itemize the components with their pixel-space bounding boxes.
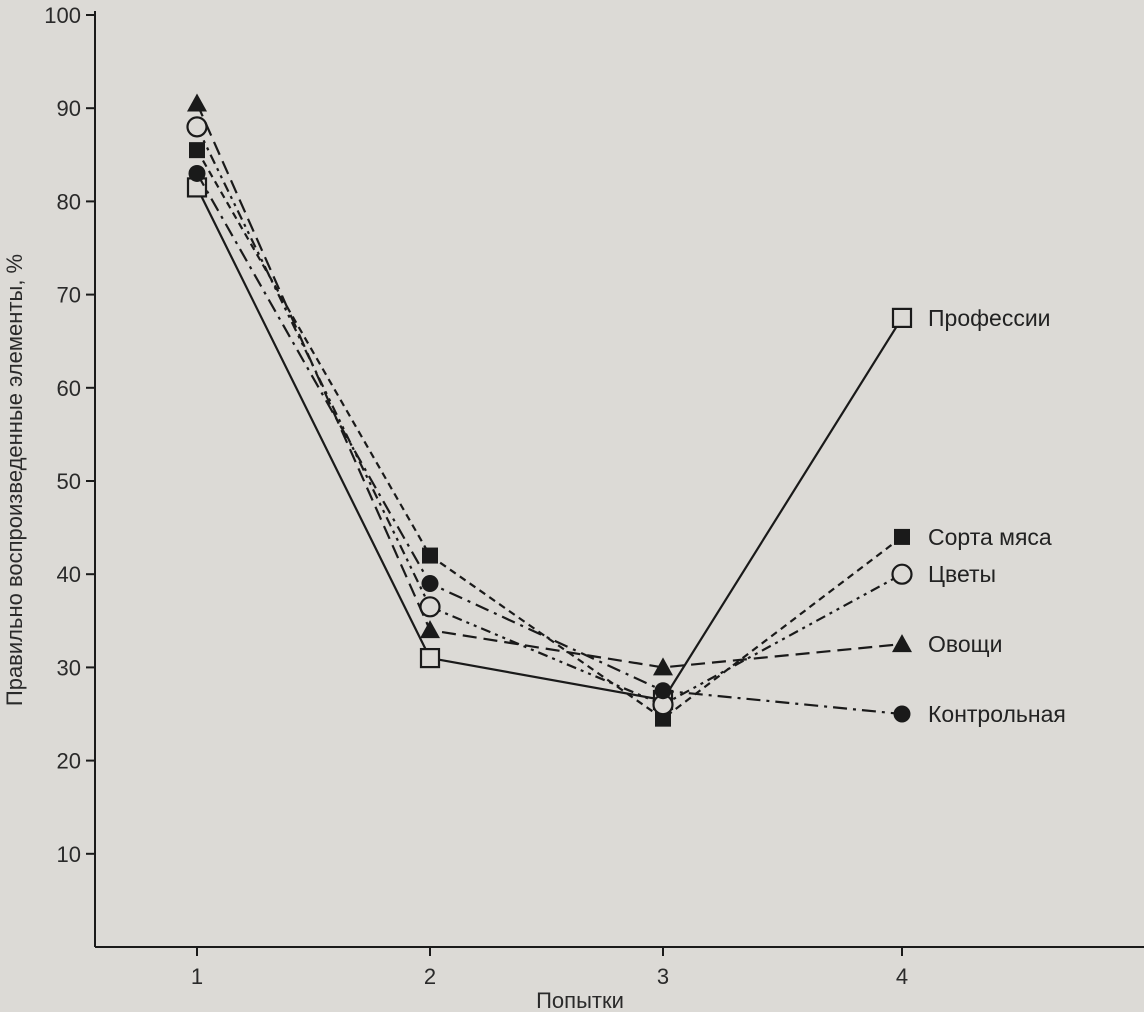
- series-label: Цветы: [928, 561, 996, 587]
- y-tick-label: 80: [57, 189, 81, 214]
- y-tick-label: 10: [57, 842, 81, 867]
- data-point: [892, 634, 912, 653]
- y-tick-label: 40: [57, 562, 81, 587]
- data-point: [188, 164, 206, 182]
- x-tick-label: 2: [424, 964, 436, 989]
- x-tick-label: 1: [191, 964, 203, 989]
- data-point: [891, 307, 913, 328]
- y-tick-label: 20: [57, 749, 81, 774]
- axes: 10 20 30 40 50 60 70 80 90 100 1 2 3 4: [44, 3, 1144, 989]
- series-layer: Профессии Сорта мяса Цветы Овощи Контрольная: [186, 93, 1066, 727]
- data-point: [654, 682, 672, 700]
- y-axis-title: Правильно воспроизведенные элементы, %: [2, 254, 27, 706]
- y-tick-label: 30: [57, 655, 81, 680]
- y-tick-label: 50: [57, 469, 81, 494]
- y-tick-label: 100: [44, 3, 81, 28]
- y-tick-label: 60: [57, 376, 81, 401]
- data-point: [891, 563, 913, 585]
- series-4: Контрольная: [188, 164, 1066, 727]
- data-point: [893, 705, 911, 723]
- data-point: [186, 116, 208, 138]
- y-tick-label: 70: [57, 283, 81, 308]
- series-3: Овощи: [187, 93, 1002, 676]
- series-line: [195, 103, 903, 669]
- series-0: Профессии: [186, 177, 1051, 711]
- data-point: [422, 547, 438, 564]
- data-point: [421, 575, 439, 593]
- series-2: Цветы: [186, 116, 996, 716]
- series-label: Сорта мяса: [928, 524, 1052, 550]
- data-point: [187, 93, 207, 112]
- data-point: [894, 528, 910, 545]
- x-axis-title: Попытки: [536, 988, 624, 1012]
- data-point: [653, 657, 673, 676]
- x-tick-label: 4: [896, 964, 908, 989]
- data-point: [189, 142, 205, 159]
- series-line: [196, 149, 903, 720]
- series-line: [196, 126, 903, 706]
- series-line: [196, 186, 903, 702]
- data-point: [420, 620, 440, 639]
- series-label: Овощи: [928, 631, 1002, 657]
- series-line: [196, 172, 903, 716]
- series-label: Контрольная: [928, 701, 1066, 727]
- y-tick-label: 90: [57, 96, 81, 121]
- data-point: [655, 710, 671, 727]
- data-point: [419, 647, 441, 669]
- series-label: Профессии: [928, 305, 1051, 331]
- series-1: Сорта мяса: [189, 142, 1052, 727]
- x-tick-label: 3: [657, 964, 669, 989]
